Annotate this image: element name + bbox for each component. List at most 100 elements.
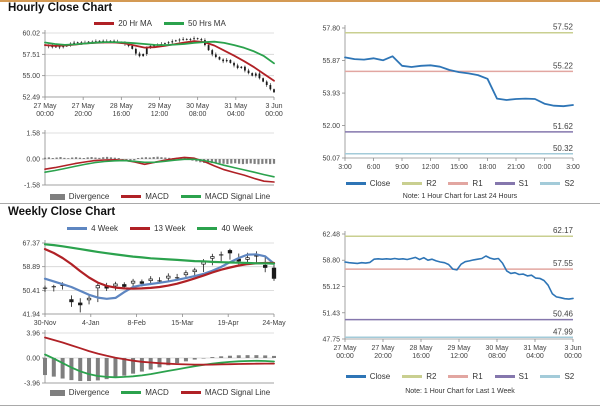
svg-text:52.00: 52.00 — [322, 123, 340, 130]
svg-text:62.17: 62.17 — [553, 226, 574, 235]
svg-text:1.58: 1.58 — [26, 131, 40, 138]
svg-text:30-Nov: 30-Nov — [34, 320, 57, 327]
legend-line-swatch-icon — [448, 182, 469, 185]
legend-block-swatch-icon — [49, 389, 65, 396]
legend-item: 13 Week — [130, 224, 185, 233]
legend-item: Close — [345, 179, 391, 188]
svg-text:15-Mar: 15-Mar — [171, 320, 194, 327]
legend-label: S1 — [518, 372, 529, 381]
legend-item: S1 — [494, 372, 529, 381]
legend-line-swatch-icon — [494, 375, 515, 378]
legend-label: R2 — [426, 372, 437, 381]
sr-1week-legend: Close R2 R1 S1 S2 — [330, 372, 590, 381]
legend-item: 40 Week — [197, 224, 253, 233]
legend-label: MACD — [145, 388, 169, 397]
legend-line-swatch-icon — [121, 195, 142, 198]
svg-text:47.99: 47.99 — [553, 327, 574, 336]
svg-text:21:00: 21:00 — [507, 164, 525, 171]
legend-item: 50 Hrs MA — [164, 19, 226, 28]
svg-text:8-Feb: 8-Feb — [127, 320, 145, 327]
legend-line-swatch-icon — [448, 375, 469, 378]
hourly-macd-chart: 1.58 0.00 -1.58 — [24, 130, 276, 190]
legend-item: S1 — [494, 179, 528, 188]
legend-label: S2 — [564, 179, 575, 188]
legend-label: MACD — [145, 192, 169, 201]
legend-item: MACD Signal Line — [180, 388, 271, 397]
legend-label: Divergence — [68, 388, 110, 397]
bottom-divider — [0, 405, 600, 406]
legend-line-swatch-icon — [402, 375, 423, 378]
svg-text:41.94: 41.94 — [22, 312, 40, 319]
legend-line-swatch-icon — [345, 182, 366, 185]
legend-item: R1 — [448, 372, 483, 381]
legend-label: Divergence — [68, 192, 110, 201]
legend-line-swatch-icon — [164, 22, 184, 25]
svg-text:55.12: 55.12 — [322, 284, 340, 291]
legend-label: Close — [369, 179, 391, 188]
legend-item: S2 — [540, 179, 574, 188]
top-accent-border — [0, 0, 600, 2]
legend-label: R1 — [472, 179, 483, 188]
legend-item: Divergence — [49, 388, 110, 397]
legend-line-swatch-icon — [402, 182, 423, 185]
legend-line-swatch-icon — [94, 22, 115, 25]
svg-text:12:00: 12:00 — [422, 164, 440, 171]
legend-label: MACD Signal Line — [204, 192, 271, 201]
legend-label: Close — [369, 372, 391, 381]
legend-item: S2 — [540, 372, 574, 381]
svg-text:19-Apr: 19-Apr — [218, 320, 240, 327]
svg-text:55.87: 55.87 — [322, 58, 340, 65]
sr-24h-legend: Close R2 R1 S1 S2 — [330, 179, 590, 188]
svg-text:51.62: 51.62 — [553, 122, 574, 131]
legend-line-swatch-icon — [121, 391, 142, 394]
legend-item: R1 — [448, 179, 483, 188]
svg-text:15:00: 15:00 — [450, 164, 468, 171]
legend-label: S2 — [564, 372, 575, 381]
svg-text:52.49: 52.49 — [22, 95, 40, 102]
legend-label: 40 Week — [221, 224, 253, 233]
svg-text:47.75: 47.75 — [322, 337, 340, 344]
svg-text:18:00: 18:00 — [479, 164, 497, 171]
legend-item: R2 — [402, 179, 436, 188]
svg-text:60.02: 60.02 — [22, 31, 40, 38]
legend-label: MACD Signal Line — [204, 388, 271, 397]
legend-block-swatch-icon — [49, 193, 65, 200]
legend-item: R2 — [402, 372, 436, 381]
svg-text:57.55: 57.55 — [553, 259, 574, 268]
svg-text:3:00: 3:00 — [338, 164, 352, 171]
svg-text:3.96: 3.96 — [26, 331, 40, 338]
sr-1week-chart: 62.48 58.80 55.12 51.43 47.75 62.17 57.55 50.46… — [322, 226, 581, 360]
sr-1week-note: Note: 1 Hour Chart for Last 1 Week — [405, 388, 515, 395]
svg-text:55.22: 55.22 — [553, 61, 574, 70]
hourly-price-legend: 20 Hr MA 50 Hrs MA — [30, 19, 290, 28]
legend-line-swatch-icon — [540, 182, 561, 185]
svg-text:0:00: 0:00 — [538, 164, 552, 171]
legend-line-swatch-icon — [67, 227, 88, 230]
svg-text:0.00: 0.00 — [26, 157, 40, 164]
svg-text:57.52: 57.52 — [553, 23, 574, 32]
svg-text:0.00: 0.00 — [26, 356, 40, 363]
svg-text:50.41: 50.41 — [22, 288, 40, 295]
legend-item: MACD Signal Line — [180, 192, 271, 201]
legend-item: 20 Hr MA — [94, 19, 152, 28]
svg-text:4-Jan: 4-Jan — [82, 320, 100, 327]
legend-line-swatch-icon — [180, 391, 201, 394]
weekly-macd-chart: 3.96 0.00 -3.96 — [24, 330, 276, 388]
legend-line-swatch-icon — [197, 227, 218, 230]
svg-text:57.51: 57.51 — [22, 52, 40, 59]
svg-text:6:00: 6:00 — [367, 164, 381, 171]
svg-text:-1.58: -1.58 — [24, 183, 40, 190]
legend-item: Close — [345, 372, 391, 381]
legend-label: R2 — [426, 179, 437, 188]
legend-line-swatch-icon — [180, 195, 201, 198]
sr-24h-note: Note: 1 Hour Chart for Last 24 Hours — [402, 193, 518, 200]
svg-text:53.93: 53.93 — [322, 91, 340, 98]
